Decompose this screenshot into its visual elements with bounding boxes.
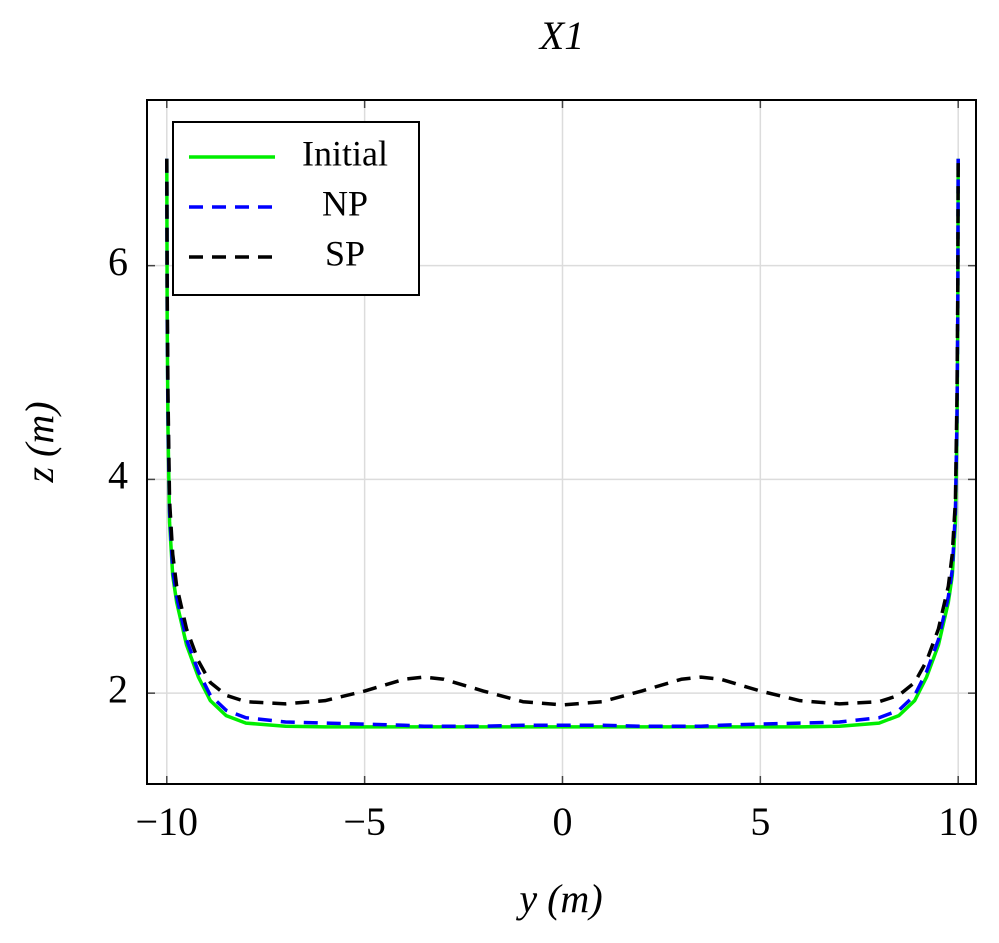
x-tick-label: 0 [552, 799, 572, 844]
legend-label: Initial [302, 133, 388, 173]
x-tick-label: 10 [938, 799, 978, 844]
series-line [165, 158, 960, 707]
y-tick-label: 4 [108, 453, 128, 498]
plot-frame [146, 99, 977, 785]
x-axis-label: y (m) [515, 876, 602, 921]
series-line [165, 158, 960, 729]
y-tick-label: 2 [108, 666, 128, 711]
legend-label: SP [325, 233, 365, 273]
x-tick-label: −5 [343, 799, 386, 844]
legend-label: NP [322, 183, 368, 223]
x-tick-label: 5 [750, 799, 770, 844]
y-tick-label: 6 [108, 239, 128, 284]
x-tick-label: −10 [136, 799, 199, 844]
y-axis-label: z (m) [17, 401, 62, 483]
chart-title: X1 [538, 13, 584, 58]
